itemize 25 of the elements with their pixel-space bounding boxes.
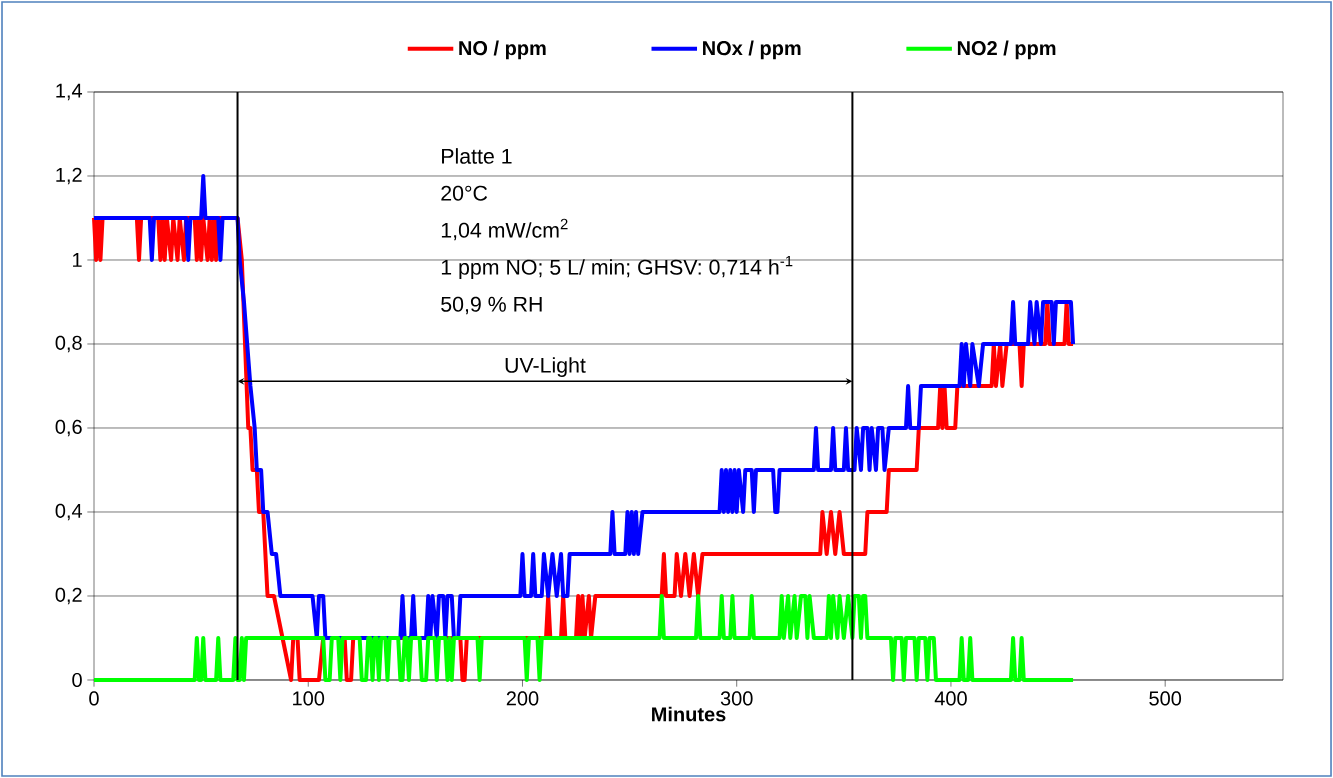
x-tick-label: 500 <box>1149 691 1182 706</box>
x-tick-label: 300 <box>720 691 753 706</box>
x-tick-label: 200 <box>506 691 539 706</box>
annotation: 50,9 % RH <box>441 296 542 315</box>
annotation: 20°C <box>441 185 488 201</box>
y-tick-label: 0 <box>72 672 82 688</box>
y-tick-label: 0,4 <box>55 503 83 521</box>
legend-label: NOx / ppm <box>703 40 801 60</box>
legend-label: NO / ppm <box>459 40 546 60</box>
annotation: Platte 1 <box>442 148 512 164</box>
y-tick-label: 0,6 <box>55 419 82 437</box>
annotation: 1,04 mW/cm$^{2}$ <box>441 218 568 241</box>
y-tick-label: 1,2 <box>56 167 82 185</box>
legend-label: NO2 / ppm <box>957 40 1056 60</box>
y-tick-label: 0,8 <box>55 335 82 353</box>
x-tick-label: 400 <box>934 691 967 706</box>
line-series <box>92 174 1076 640</box>
y-tick-label: 1,4 <box>56 83 83 101</box>
y-tick-label: 1 <box>73 253 82 267</box>
y-tick-label: 0,2 <box>55 587 82 605</box>
annotation: 1 ppm NO; 5 L/ min; GHSV: 0,714 h$^{-1}$ <box>441 255 793 280</box>
annotation: UV-Light <box>505 357 586 378</box>
x-axis-title: Minutes <box>652 706 726 722</box>
x-tick-label: 100 <box>293 691 325 706</box>
x-tick-label: 0 <box>89 691 99 706</box>
